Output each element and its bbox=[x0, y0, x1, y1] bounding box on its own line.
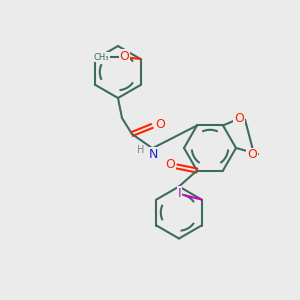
Text: CH₃: CH₃ bbox=[94, 52, 109, 62]
Text: O: O bbox=[165, 158, 175, 171]
Text: O: O bbox=[234, 112, 244, 125]
Text: O: O bbox=[247, 148, 257, 161]
Text: N: N bbox=[148, 148, 158, 160]
Text: H: H bbox=[137, 145, 145, 155]
Text: O: O bbox=[120, 50, 130, 62]
Text: O: O bbox=[155, 118, 165, 131]
Text: I: I bbox=[178, 187, 181, 200]
